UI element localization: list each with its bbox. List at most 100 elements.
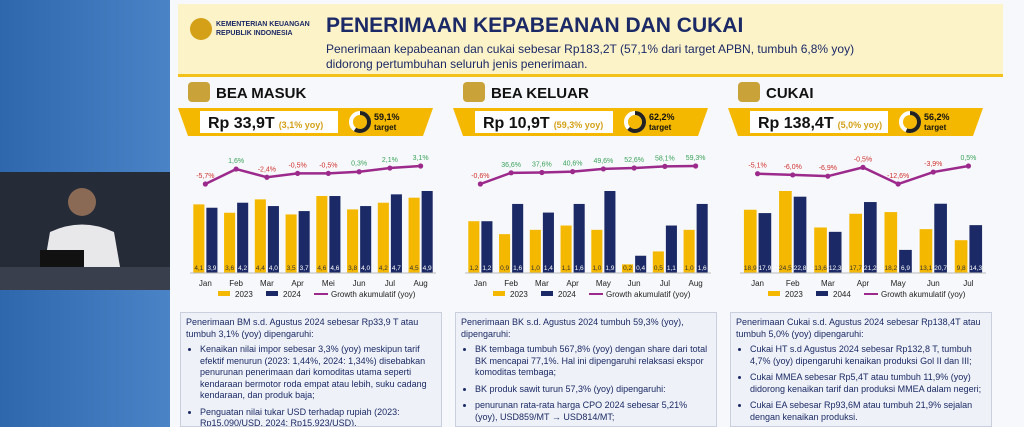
legend-label: 2024 bbox=[558, 290, 576, 299]
growth-point bbox=[790, 172, 796, 178]
bar bbox=[573, 203, 585, 273]
bar-value-label: 3,9 bbox=[207, 265, 216, 272]
note-bullet: BK produk sawit turun 57,3% (yoy) dipeng… bbox=[475, 384, 711, 396]
note-box: Penerimaan BK s.d. Agustus 2024 tumbuh 5… bbox=[455, 312, 717, 427]
legend-swatch bbox=[266, 291, 278, 296]
panel-title: CUKAI bbox=[766, 85, 814, 102]
bar bbox=[499, 234, 511, 273]
x-tick-label: Jun bbox=[628, 279, 641, 288]
growth-label: -2,4% bbox=[258, 166, 276, 173]
growth: (5,0% yoy) bbox=[838, 120, 883, 130]
note-list: Kenaikan nilai impor sebesar 3,3% (yoy) … bbox=[186, 344, 436, 426]
growth-point bbox=[356, 169, 362, 175]
growth-label: -5,7% bbox=[196, 173, 214, 180]
donut bbox=[349, 111, 371, 133]
bar-value-label: 1,0 bbox=[685, 265, 694, 272]
logo: KEMENTERIAN KEUANGAN REPUBLIK INDONESIA bbox=[190, 18, 310, 40]
legend-label: 2044 bbox=[833, 290, 851, 299]
org: KEMENTERIAN KEUANGAN bbox=[216, 21, 310, 28]
growth-label: -0,5% bbox=[288, 162, 306, 169]
bar-value-label: 20,7 bbox=[934, 265, 947, 272]
bar-value-label: 4,0 bbox=[269, 265, 278, 272]
growth-label: 59,3% bbox=[686, 155, 706, 162]
growth-point bbox=[508, 170, 514, 176]
legend-label: 2023 bbox=[785, 290, 803, 299]
panel: BEA MASUK Rp 33,9T (3,1% yoy) 59,1% target 4,… bbox=[178, 80, 448, 310]
bar bbox=[793, 196, 807, 273]
bar bbox=[899, 249, 912, 273]
growth-label: -0,6% bbox=[471, 173, 489, 180]
bar bbox=[814, 227, 827, 273]
bar-value-label: 4,2 bbox=[379, 265, 388, 272]
org-sub: REPUBLIK INDONESIA bbox=[216, 30, 293, 37]
x-tick-label: Mei bbox=[322, 279, 335, 288]
bar-value-label: 13,1 bbox=[920, 265, 933, 272]
note-intro: Penerimaan BM s.d. Agustus 2024 sebesar … bbox=[186, 317, 419, 339]
growth-label: 3,1% bbox=[413, 155, 429, 162]
bar-value-label: 1,1 bbox=[667, 265, 676, 272]
title: PENERIMAAN KEPABEANAN DAN CUKAI bbox=[326, 14, 744, 37]
total: Rp 10,9T (59,3% yoy) bbox=[483, 115, 603, 132]
growth-point bbox=[860, 164, 866, 170]
bar bbox=[884, 212, 898, 273]
bar-value-label: 3,6 bbox=[225, 265, 234, 272]
bar bbox=[285, 214, 297, 273]
bar-value-label: 1,0 bbox=[531, 265, 540, 272]
panel-title: BEA KELUAR bbox=[491, 85, 589, 102]
bar bbox=[743, 209, 757, 273]
bar bbox=[919, 229, 933, 273]
x-tick-label: Mar bbox=[821, 279, 835, 288]
legend-swatch bbox=[541, 291, 553, 296]
slide: KEMENTERIAN KEUANGAN REPUBLIK INDONESIA P… bbox=[170, 0, 1024, 427]
bar-value-label: 21,2 bbox=[864, 265, 877, 272]
bar-value-label: 4,6 bbox=[330, 265, 339, 272]
note-list: BK tembaga tumbuh 567,8% (yoy) dengan sh… bbox=[461, 344, 711, 423]
growth-label: 40,6% bbox=[563, 161, 583, 168]
growth-label: 52,6% bbox=[624, 157, 644, 164]
bar bbox=[329, 196, 341, 273]
x-tick-label: Jan bbox=[199, 279, 212, 288]
growth-label: -5,1% bbox=[748, 163, 766, 170]
x-tick-label: May bbox=[891, 279, 906, 288]
bar bbox=[298, 211, 310, 273]
growth-line bbox=[204, 164, 421, 186]
legend-label: 2024 bbox=[283, 290, 301, 299]
growth-point bbox=[477, 181, 483, 187]
growth-label: 2,1% bbox=[382, 157, 398, 164]
bar-value-label: 1,4 bbox=[544, 265, 553, 272]
x-tick-label: Aug bbox=[689, 279, 703, 288]
chart: BEA KELUAR Rp 10,9T (59,3% yoy) 62,2%target… bbox=[453, 82, 711, 299]
x-tick-label: Apr bbox=[291, 279, 304, 288]
x-tick-label: Jul bbox=[963, 279, 973, 288]
growth-point bbox=[754, 171, 761, 177]
bar bbox=[604, 191, 616, 273]
legend-label: Growth akumulatif (yoy) bbox=[881, 290, 966, 299]
bar bbox=[652, 251, 664, 273]
x-tick-label: Mar bbox=[260, 279, 274, 288]
bar-value-label: 4,0 bbox=[361, 265, 370, 272]
total: Rp 138,4T (5,0% yoy) bbox=[758, 115, 882, 132]
bar bbox=[316, 196, 328, 273]
growth-label: -0,5% bbox=[854, 156, 872, 163]
bar-value-label: 4,9 bbox=[423, 265, 432, 272]
x-tick-label: Jul bbox=[660, 279, 670, 288]
bar-value-label: 17,9 bbox=[759, 265, 772, 272]
x-tick-label: Jan bbox=[474, 279, 487, 288]
growth-point bbox=[539, 169, 545, 176]
growth-point bbox=[600, 166, 606, 172]
note-box: Penerimaan BM s.d. Agustus 2024 sebesar … bbox=[180, 312, 442, 427]
note-list: Cukai HT s.d Agustus 2024 sebesar Rp132,… bbox=[736, 344, 986, 423]
icon bbox=[188, 82, 210, 102]
bar bbox=[779, 191, 792, 273]
total-value: Rp 138,4T bbox=[758, 115, 834, 132]
growth-point bbox=[202, 181, 208, 187]
panel-title: BEA MASUK bbox=[216, 85, 306, 102]
legend-label: Growth akumulatif (yoy) bbox=[331, 290, 416, 299]
growth: (59,3% yoy) bbox=[554, 120, 604, 130]
growth-label: -3,9% bbox=[924, 161, 942, 168]
bar bbox=[954, 240, 968, 273]
total-value: Rp 33,9T bbox=[208, 115, 275, 132]
bar-value-label: 1,6 bbox=[698, 265, 707, 272]
note-bullet: penurunan rata-rata harga CPO 2024 sebes… bbox=[475, 400, 711, 423]
